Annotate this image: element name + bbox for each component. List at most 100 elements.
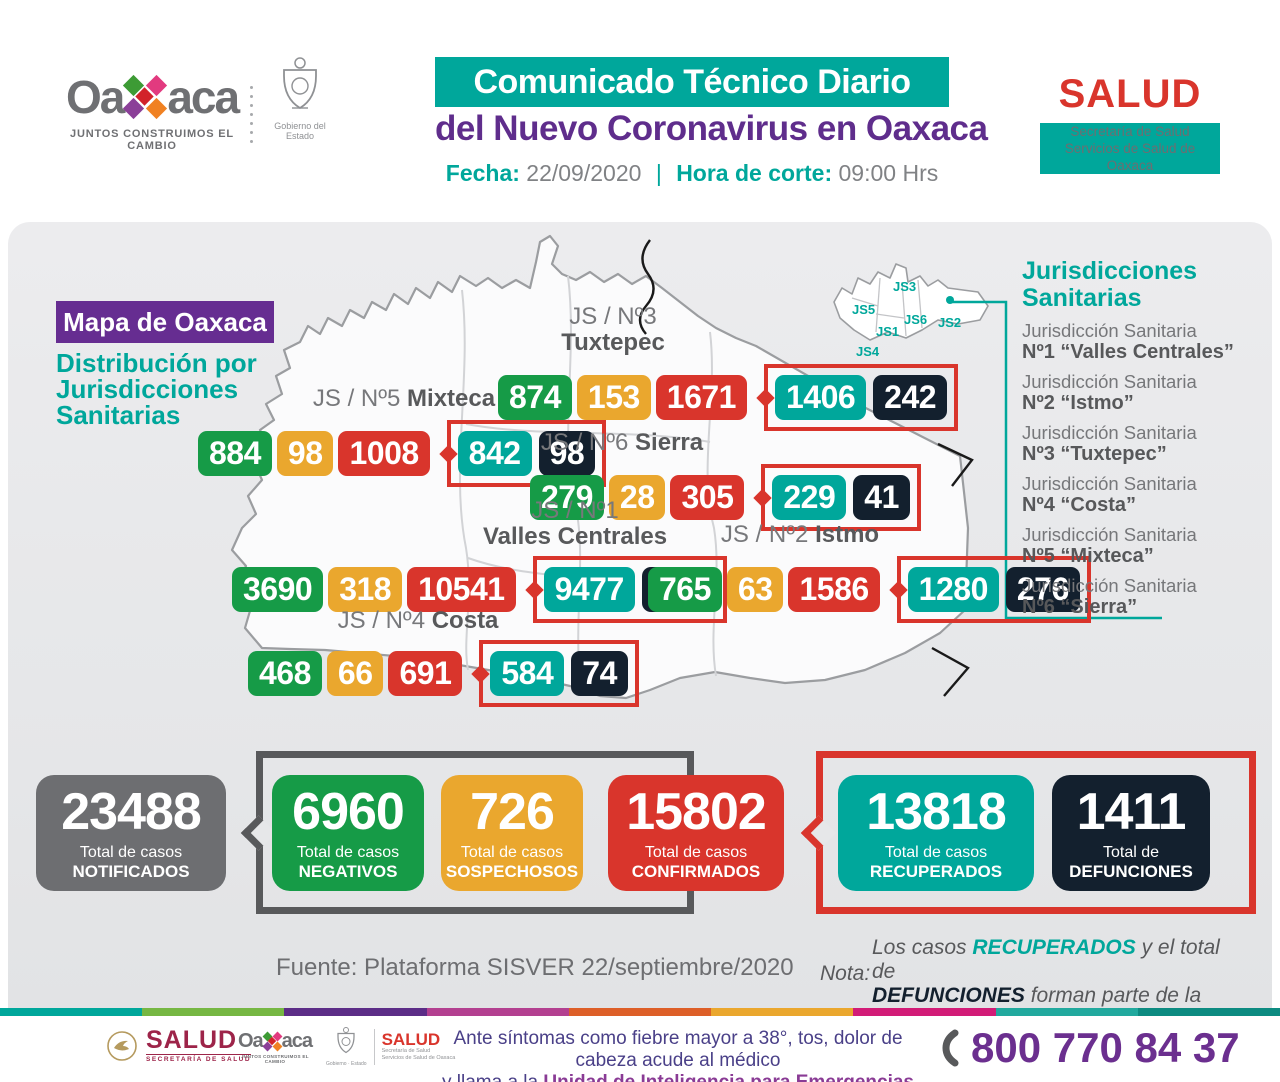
total-confirmados-card: 15802 Total de casos CONFIRMADOS xyxy=(608,775,784,891)
total-recuperados-card: 13818 Total de casos RECUPERADOS xyxy=(838,775,1034,891)
region-label: JS / Nº5 Mixteca xyxy=(312,385,496,412)
note-label: Nota: xyxy=(820,962,871,985)
badge-recuperados: 584 xyxy=(490,651,565,696)
legend-connector xyxy=(950,300,1162,620)
dotted-separator xyxy=(250,86,253,143)
badge-sospechosos: 153 xyxy=(576,375,651,420)
legend-item-5: Jurisdicción Sanitaria Nº5 “Mixteca” xyxy=(1022,524,1197,567)
recuperados-defunciones-box: 1406 242 xyxy=(756,364,959,431)
fecha-value: 22/09/2020 xyxy=(526,160,642,186)
badge-sospechosos: 66 xyxy=(326,651,384,696)
inset-label-js3: JS3 xyxy=(893,279,917,294)
badge-confirmados: 1671 xyxy=(655,375,747,420)
region-label: JS / Nº2 Istmo xyxy=(720,521,880,548)
caret-left-icon xyxy=(471,664,491,683)
hora-label: Hora de corte: xyxy=(676,160,833,186)
page-title: Comunicado Técnico Diario xyxy=(473,62,911,101)
recuperados-defunciones-box: 1280 276 xyxy=(888,556,1091,623)
oaxaca-x-diamonds-icon xyxy=(262,1031,283,1052)
total-defunciones-card: 1411 Total de DEFUNCIONES xyxy=(1052,775,1210,891)
badge-recuperados: 1280 xyxy=(907,567,999,612)
legend-item-6: Jurisdicción Sanitaria Nº6 “Sierra” xyxy=(1022,575,1197,618)
total-value: 23488 xyxy=(61,783,202,841)
federal-salud-logo: SALUD SECRETARÍA DE SALUD xyxy=(106,1026,252,1063)
badge-sospechosos: 63 xyxy=(726,567,784,612)
region-istmo: JS / Nº2 Istmo 765 63 1586 1280 276 xyxy=(648,522,1091,623)
oaxaca-tagline: JUNTOS CONSTRUIMOS EL CAMBIO xyxy=(70,128,234,152)
badge-recuperados: 842 xyxy=(457,431,532,476)
divider xyxy=(373,1028,375,1065)
state-crest-icon xyxy=(283,57,317,110)
color-stripe xyxy=(0,1008,1280,1016)
badge-confirmados: 691 xyxy=(388,651,463,696)
region-mixteca: JS / Nº5 Mixteca 884 98 1008 842 98 xyxy=(198,386,607,487)
date-line: Fecha: 22/09/2020 | Hora de corte: 09:00… xyxy=(375,160,1009,187)
region-tuxtepec: JS / Nº3 Tuxtepec 874 153 1671 1406 242 xyxy=(498,304,959,431)
legend-heading: Jurisdicciones Sanitarias xyxy=(1022,257,1198,312)
phone-block: 800 770 84 37 xyxy=(935,1024,1240,1072)
crest-caption: Gobierno · Estado xyxy=(326,1061,367,1067)
badge-negativos: 3690 xyxy=(232,567,324,612)
badge-sospechosos: 318 xyxy=(328,567,403,612)
footer-oaxaca-tagline: JUNTOS CONSTRUIMOS EL CAMBIO xyxy=(241,1054,309,1064)
caret-left-icon xyxy=(888,580,908,599)
inset-label-js1: JS1 xyxy=(876,324,900,339)
total-value: 15802 xyxy=(626,783,767,841)
oaxaca-word-suffix: aca xyxy=(167,71,240,123)
region-sierra: JS / Nº6 Sierra 279 28 305 229 41 xyxy=(530,430,921,531)
sso-line1: Secretaría de Salud xyxy=(381,1047,431,1054)
badge-negativos: 874 xyxy=(498,375,572,420)
badge-defunciones: 41 xyxy=(853,475,910,520)
date-divider: | xyxy=(655,160,662,186)
phone-handset-icon xyxy=(942,1029,959,1067)
map-subtitle: Distribución por Jurisdicciones Sanitari… xyxy=(56,348,257,430)
total-value: 1411 xyxy=(1076,783,1187,841)
title-band: Comunicado Técnico Diario xyxy=(435,57,949,107)
outcomes-group-box xyxy=(800,751,1256,914)
badge-negativos: 884 xyxy=(198,431,272,476)
badge-recuperados: 9477 xyxy=(543,567,635,612)
region-costa: JS / Nº4 Costa 468 66 691 584 74 xyxy=(248,608,639,707)
badge-defunciones: 98 xyxy=(538,431,596,476)
oaxaca-word-prefix: Oa xyxy=(65,71,125,123)
badge-negativos: 279 xyxy=(530,475,604,520)
map-title-badge: Mapa de Oaxaca xyxy=(56,301,274,343)
salud-line1: Secretaría de Salud xyxy=(1070,124,1190,139)
gobierno-crest: Gobierno del Estado xyxy=(268,56,332,141)
badge-confirmados: 1586 xyxy=(788,567,880,612)
legend-item-1: Jurisdicción Sanitaria Nº1 “Valles Centr… xyxy=(1022,320,1234,363)
oaxaca-logo: Oa aca JUNTOS CONSTRUIMOS EL CAMBIO xyxy=(52,70,252,152)
state-crest-icon xyxy=(337,1027,355,1054)
salud-logo: SALUD Secretaría de Salud Servicios de S… xyxy=(1040,72,1220,174)
region-label: JS / Nº3 Tuxtepec xyxy=(561,303,665,356)
caret-left-icon xyxy=(753,488,773,507)
river-lines xyxy=(638,239,974,697)
oaxaca-x-diamonds-icon xyxy=(123,74,168,120)
hora-value: 09:00 Hrs xyxy=(838,160,939,186)
recuperados-defunciones-box: 584 74 xyxy=(471,640,639,707)
recuperados-defunciones-box: 842 98 xyxy=(438,420,607,487)
badge-sospechosos: 28 xyxy=(608,475,666,520)
federal-salud-title: SALUD xyxy=(146,1026,238,1054)
inset-label-js2: JS2 xyxy=(938,315,962,330)
badge-defunciones: 242 xyxy=(873,375,948,420)
inset-label-js6: JS6 xyxy=(904,312,928,327)
recuperados-defunciones-box: 229 41 xyxy=(753,464,921,531)
header: Oa aca JUNTOS CONSTRUIMOS EL CAMBIO Gobi… xyxy=(0,0,1280,222)
total-value: 6960 xyxy=(292,783,405,841)
phone-number: 800 770 84 37 xyxy=(971,1024,1240,1071)
total-sospechosos-card: 726 Total de casos SOSPECHOSOS xyxy=(441,775,583,891)
badge-confirmados: 1008 xyxy=(338,431,430,476)
badge-defunciones: 74 xyxy=(571,651,628,696)
badge-recuperados: 229 xyxy=(772,475,847,520)
region-label: JS / Nº6 Sierra xyxy=(540,429,704,456)
badge-negativos: 765 xyxy=(648,567,722,612)
inset-mini-map xyxy=(833,263,989,341)
salud-line2: Servicios de Salud de Oaxaca xyxy=(1064,141,1196,173)
badge-sospechosos: 98 xyxy=(276,431,334,476)
legend-item-2: Jurisdicción Sanitaria Nº2 “Istmo” xyxy=(1022,371,1197,414)
caret-left-icon xyxy=(524,580,544,599)
total-value: 726 xyxy=(470,783,555,841)
legend-item-3: Jurisdicción Sanitaria Nº3 “Tuxtepec” xyxy=(1022,422,1197,465)
